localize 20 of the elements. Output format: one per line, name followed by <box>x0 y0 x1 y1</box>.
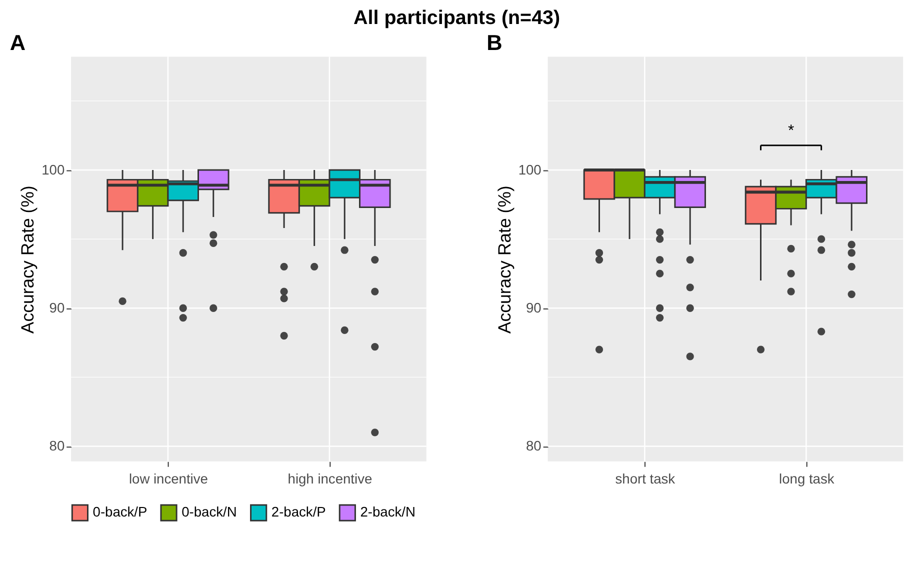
x-tick-label: high incentive <box>288 470 372 487</box>
y-tick-label: 80 <box>526 438 542 454</box>
y-tick-label: 100 <box>42 161 65 178</box>
x-tick-label: long task <box>779 470 834 487</box>
x-tick-label: low incentive <box>128 470 208 487</box>
text: B <box>486 30 502 55</box>
legend-label: 2-back/N <box>360 504 416 520</box>
chart-title: All participants (n=43) <box>354 7 560 30</box>
legend-label: 0-back/N <box>182 504 237 520</box>
legend-label: 0-back/P <box>92 504 148 520</box>
y-axis-title: Accuracy Rate (%) <box>494 186 514 334</box>
text: A <box>10 30 26 55</box>
x-tick-label: short task <box>615 470 676 487</box>
y-tick-label: 100 <box>518 161 542 178</box>
y-tick-label: 80 <box>49 438 65 454</box>
annotation: * <box>788 122 794 140</box>
y-tick-label: 90 <box>526 300 542 316</box>
legend-label: 2-back/P <box>271 504 326 520</box>
y-tick-label: 90 <box>49 300 65 316</box>
y-axis-title: Accuracy Rate (%) <box>18 186 38 334</box>
